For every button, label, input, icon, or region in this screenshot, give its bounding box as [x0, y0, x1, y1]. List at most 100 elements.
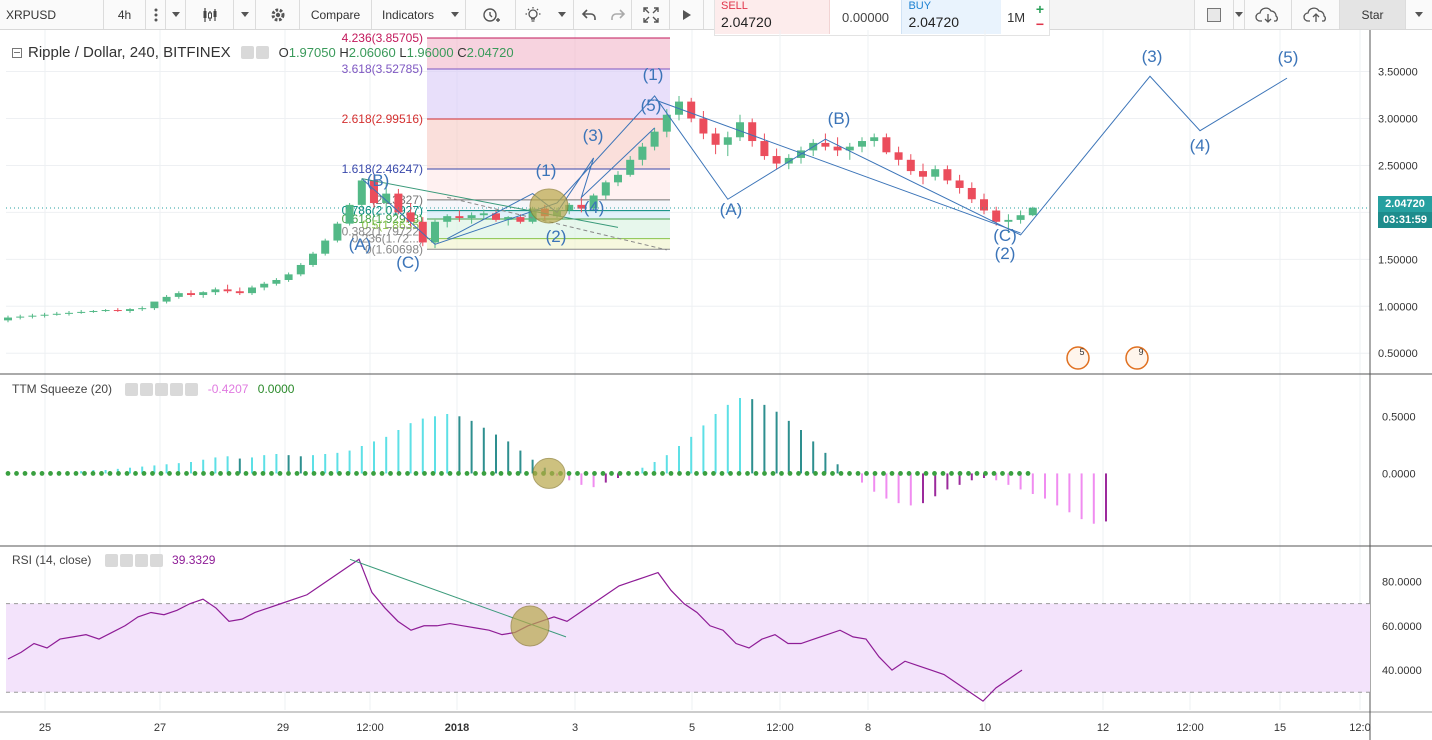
squeeze-dot [226, 471, 232, 476]
fib-level-label: 0.236(1.72...) [352, 232, 423, 246]
price-tick-label: 1.50000 [1378, 254, 1418, 266]
visibility-icon[interactable] [240, 46, 254, 59]
settings-icon[interactable] [255, 46, 269, 59]
squeeze-dot [830, 471, 835, 476]
alert-button[interactable] [466, 0, 516, 29]
rsi-title: RSI (14, close) [12, 553, 92, 567]
save-layout-button[interactable] [1292, 0, 1340, 29]
squeeze-dot [804, 471, 810, 476]
time-tick-label: 12 [1097, 722, 1109, 734]
candle-body [894, 152, 903, 160]
fullscreen-button[interactable] [632, 0, 670, 29]
candle-body [650, 131, 659, 147]
chevron-down-icon [171, 12, 180, 17]
more-icon[interactable] [146, 0, 166, 29]
load-layout-button[interactable] [1244, 0, 1292, 29]
candle-body [748, 122, 757, 142]
color-picker-button[interactable] [1194, 0, 1234, 29]
settings-button[interactable] [256, 0, 300, 29]
squeeze-dot [192, 471, 198, 476]
squeeze-dot [107, 471, 113, 476]
squeeze-dot [252, 471, 257, 476]
high-value: 2.06060 [348, 45, 396, 60]
squeeze-dot [447, 471, 453, 476]
squeeze-dot [872, 471, 878, 476]
star-dropdown[interactable] [1406, 0, 1432, 29]
indicators-dropdown[interactable] [444, 0, 466, 29]
squeeze-dot [48, 471, 53, 476]
candle-body [882, 137, 891, 153]
chart-canvas[interactable]: 4.236(3.85705) 3.618(3.52785) 2.618(2.9951… [0, 30, 1432, 740]
star-label: Star [1361, 7, 1384, 22]
candle-body [1028, 207, 1037, 216]
interval-select[interactable]: 4h [104, 0, 146, 29]
wave-label: (5) [1278, 48, 1299, 67]
price-axis: 3.500003.000002.500002.000001.500001.000… [39, 67, 1422, 734]
top-toolbar: XRPUSD 4h Compare Indicators SELL [0, 0, 1432, 36]
candle-body [162, 296, 171, 302]
candle-body [431, 221, 439, 243]
wave-label: (1) [536, 161, 557, 180]
play-button[interactable] [670, 0, 704, 29]
candle-body [248, 287, 256, 294]
indicators-button[interactable]: Indicators [372, 0, 444, 29]
candle-body [16, 316, 25, 318]
chart-type-button[interactable] [186, 0, 234, 29]
sell-button[interactable]: SELL 2.04720 [715, 0, 830, 34]
wave-label: (2) [995, 244, 1016, 263]
visibility-icon[interactable] [125, 383, 139, 397]
squeeze-dot [260, 471, 266, 476]
plus-icon[interactable]: + [1035, 1, 1045, 17]
buy-price: 2.04720 [908, 14, 960, 30]
wave-label: (B) [828, 109, 851, 128]
more-icon[interactable] [134, 554, 148, 568]
undo-button[interactable] [574, 0, 604, 29]
settings-icon[interactable] [140, 383, 154, 397]
squeeze-dot [473, 471, 478, 476]
visibility-icon[interactable] [104, 554, 118, 568]
time-tick-label: 12:00 [1176, 722, 1204, 734]
squeeze-dot [592, 471, 597, 476]
more-icon[interactable] [170, 383, 184, 397]
candle-body [638, 146, 647, 160]
settings-icon[interactable] [119, 554, 133, 568]
wave-label: (A) [720, 200, 743, 219]
time-tick-label: 15 [1274, 722, 1286, 734]
time-tick-label: 3 [572, 722, 578, 734]
buy-button[interactable]: BUY 2.04720 [901, 0, 1002, 34]
star-button[interactable]: Star [1340, 0, 1406, 29]
quantity-stepper[interactable]: + − [1031, 0, 1049, 34]
toolbar-spacer [704, 0, 714, 29]
candle-body [406, 212, 415, 222]
interval-dropdown[interactable] [166, 0, 186, 29]
squeeze-dot [5, 471, 11, 476]
candle-body [1004, 219, 1013, 222]
close-icon[interactable] [185, 383, 199, 397]
candle-body [516, 217, 525, 222]
squeeze-dot [949, 471, 954, 476]
squeeze-dot [464, 471, 470, 476]
squeeze-dot [983, 471, 988, 476]
squeeze-dot [745, 471, 750, 476]
fib-band [427, 238, 670, 250]
source-icon[interactable] [155, 383, 169, 397]
idea-dropdown[interactable] [550, 0, 574, 29]
color-picker-dropdown[interactable] [1234, 0, 1244, 29]
quantity-value[interactable]: 1M [1007, 9, 1026, 25]
chart-type-dropdown[interactable] [234, 0, 256, 29]
candle-body [736, 122, 744, 138]
squeeze-dot [124, 471, 130, 476]
symbol-search[interactable]: XRPUSD [0, 0, 104, 29]
compare-button[interactable]: Compare [300, 0, 372, 29]
idea-button[interactable] [516, 0, 550, 29]
redo-button[interactable] [604, 0, 632, 29]
squeeze-dot [719, 471, 725, 476]
squeeze-dot [82, 471, 87, 476]
wave-drawings: (A)(B)(C)(1)(2)(3)(4)(5)(1)(A)(B)(C)(2)(… [349, 47, 1299, 370]
trade-panel: SELL 2.04720 0.00000 BUY 2.04720 1M + − [714, 0, 1050, 36]
candle-body [211, 289, 220, 293]
minus-icon[interactable]: − [1035, 16, 1045, 32]
close-icon[interactable] [149, 554, 163, 568]
squeeze-dot [218, 471, 223, 476]
collapse-icon[interactable] [12, 47, 22, 58]
